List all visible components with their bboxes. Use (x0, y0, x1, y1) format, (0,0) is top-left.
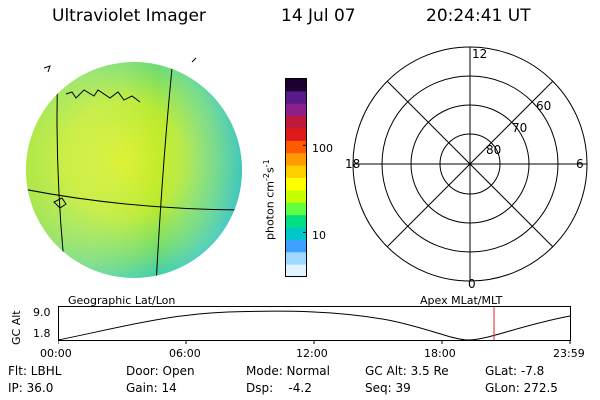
filter-info: Flt: LBHL (8, 364, 62, 378)
colorbar-segment (286, 128, 306, 142)
colorbar-segment (286, 165, 306, 179)
polar-ring-label-60: 60 (536, 99, 551, 113)
intensity-colorbar (285, 78, 307, 278)
colorbar-segment (286, 178, 306, 191)
colorbar-segment (286, 91, 306, 105)
ip-info: IP: 36.0 (8, 381, 54, 395)
colorbar-segment (286, 264, 306, 278)
glat-info: GLat: -7.8 (485, 364, 545, 378)
x-tick-label: 06:00 (169, 347, 201, 360)
colorbar-segment (286, 202, 306, 216)
colorbar-segment (286, 215, 306, 228)
polar-label-0: 0 (468, 277, 476, 290)
polar-mlt-plot: 12 0 18 6 60 70 80 (345, 46, 588, 290)
colorbar-segment (286, 227, 306, 241)
colorbar-unit-label: photon cm-2s-1 (262, 159, 277, 240)
polar-diagonal (386, 80, 554, 248)
colorbar-frame (285, 78, 307, 277)
coastline (191, 57, 197, 63)
coastline (65, 89, 141, 103)
colorbar-tick-100: 100 (312, 142, 333, 155)
date-label: 14 Jul 07 (281, 6, 356, 26)
x-tick-label: 12:00 (296, 347, 328, 360)
gc-alt-info: GC Alt: 3.5 Re (365, 364, 449, 378)
altitude-axis-label: GC Alt (10, 310, 23, 345)
polar-label-12: 12 (472, 47, 487, 61)
colorbar-segment (286, 239, 306, 253)
app-title: Ultraviolet Imager (52, 6, 206, 26)
mode-info: Mode: Normal (246, 364, 330, 378)
coastline (43, 65, 51, 73)
dsp-info: Dsp: -4.2 (246, 381, 312, 395)
colorbar-segment (286, 79, 306, 92)
x-tick-label: 18:00 (424, 347, 456, 360)
colorbar-segment (286, 103, 306, 117)
apex-label: Apex MLat/MLT (420, 294, 503, 307)
polar-label-18: 18 (345, 157, 360, 171)
colorbar-tick-10: 10 (312, 229, 326, 242)
uv-globe-image (26, 57, 242, 278)
globe-parallel-line (26, 187, 242, 211)
polar-ring-label-80: 80 (486, 143, 501, 157)
colorbar-segment (286, 153, 306, 167)
x-tick-label: 00:00 (40, 347, 72, 360)
polar-label-6: 6 (576, 157, 584, 171)
x-tick-label: 23:59 (553, 347, 585, 360)
altitude-plot (58, 306, 571, 344)
globe-meridian-line (155, 67, 173, 278)
y-tick-9: 9.0 (33, 306, 51, 319)
y-tick-1-8: 1.8 (33, 327, 51, 340)
altitude-curve (58, 310, 571, 341)
time-label: 20:24:41 UT (426, 6, 531, 26)
colorbar-segment (286, 190, 306, 204)
gain-info: Gain: 14 (126, 381, 177, 395)
door-info: Door: Open (126, 364, 195, 378)
coastline (53, 197, 67, 209)
colorbar-segment (286, 252, 306, 266)
geographic-label: Geographic Lat/Lon (68, 294, 176, 307)
colorbar-segment (286, 116, 306, 129)
polar-ring-label-70: 70 (512, 121, 527, 135)
glon-info: GLon: 272.5 (485, 381, 558, 395)
seq-info: Seq: 39 (365, 381, 411, 395)
colorbar-segment (286, 140, 306, 154)
